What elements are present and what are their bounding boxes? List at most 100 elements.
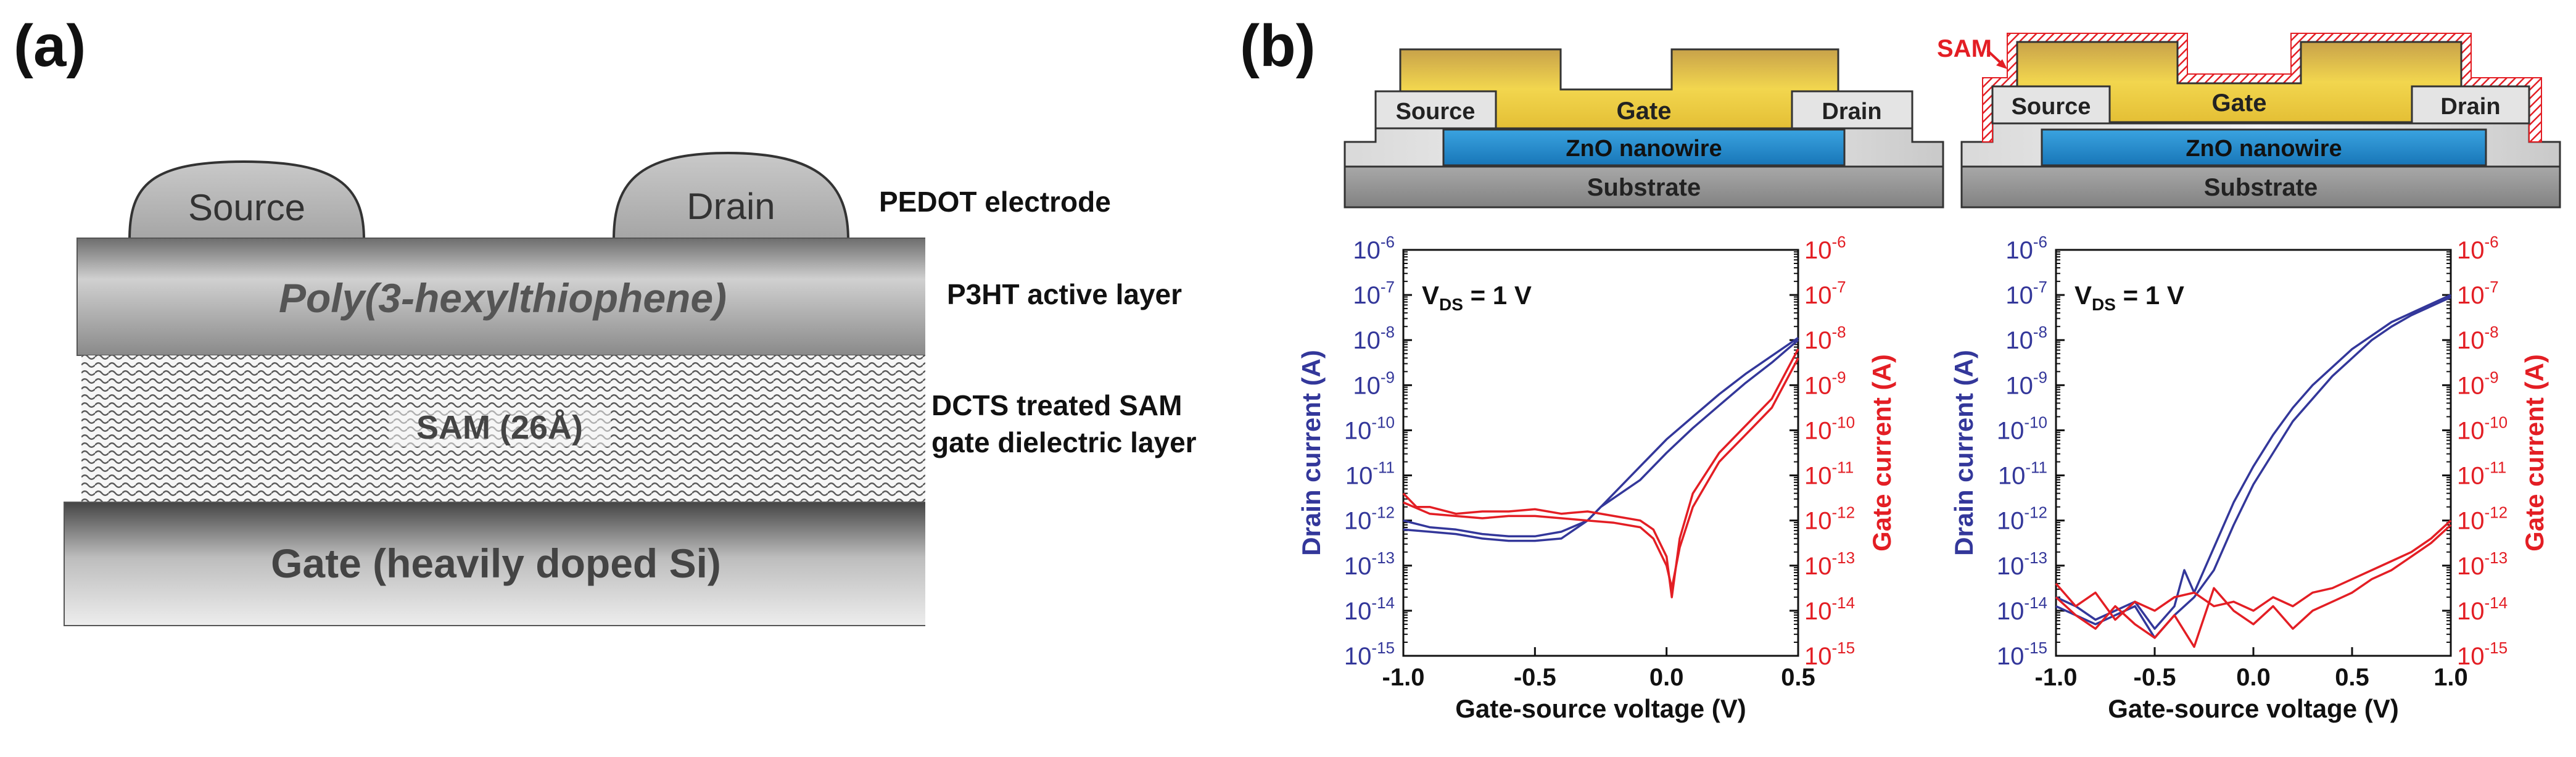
source-electrode xyxy=(128,160,366,241)
right-substrate xyxy=(1960,165,2561,209)
left-drain-pad xyxy=(1791,90,1913,130)
y-tick-label-right: 10-6 xyxy=(1804,233,1846,264)
right-sam-label: SAM xyxy=(1937,35,1992,62)
gate-layer-text: Gate (heavily doped Si) xyxy=(271,540,721,586)
right-drain-label: Drain xyxy=(2440,94,2500,120)
y-tick-label-left: 10-12 xyxy=(1344,503,1395,535)
drain-label: Drain xyxy=(687,186,775,227)
gate-current-series-3 xyxy=(1402,348,1799,598)
x-tick-label: 0.0 xyxy=(2236,664,2271,691)
right-source-label: Source xyxy=(2012,94,2091,120)
y-tick-label-right: 10-14 xyxy=(1804,594,1855,625)
y-tick-label-left: 10-8 xyxy=(1353,323,1395,354)
right-gate-label: Gate xyxy=(2212,89,2267,117)
left-drain-label: Drain xyxy=(1822,99,1881,125)
y-tick-label-right: 10-12 xyxy=(2457,503,2508,535)
y-tick-label-right: 10-13 xyxy=(1804,548,1855,580)
y-axis-label-right: Gate current (A) xyxy=(1867,354,1896,552)
y-tick-label-right: 10-14 xyxy=(2457,594,2508,625)
y-tick-label-right: 10-12 xyxy=(1804,503,1855,535)
vds-annotation: VDS = 1 V xyxy=(1422,281,1532,314)
y-tick-label-right: 10-7 xyxy=(1804,278,1846,309)
electrode-caption: PEDOT electrode xyxy=(879,186,1111,218)
plot-frame xyxy=(1402,249,1799,657)
left-source-pad xyxy=(1374,90,1497,130)
x-tick-label: -1.0 xyxy=(1382,664,1425,691)
panel-b-label: (b) xyxy=(1240,13,1316,79)
left-device-schematic: Gate Source Drain ZnO nanowire Substrate xyxy=(1344,48,1944,209)
panel-a-label: (a) xyxy=(14,13,86,79)
drain-electrode xyxy=(612,151,850,241)
gate-current-series-3 xyxy=(2055,519,2452,621)
left-substrate-label: Substrate xyxy=(1587,174,1701,201)
y-tick-label-left: 10-7 xyxy=(2005,278,2047,309)
sam-layer-text: SAM (26Å) xyxy=(389,408,611,447)
y-tick-label-left: 10-8 xyxy=(2005,323,2047,354)
y-tick-label-right: 10-8 xyxy=(1804,323,1846,354)
y-axis-label-left: Drain current (A) xyxy=(1949,350,1978,556)
left-gate-label: Gate xyxy=(1617,97,1672,125)
source-label: Source xyxy=(188,187,306,228)
y-tick-label-right: 10-10 xyxy=(2457,413,2508,444)
vds-annotation: VDS = 1 V xyxy=(2074,281,2184,314)
y-tick-label-left: 10-14 xyxy=(1997,594,2047,625)
right-drain-pad xyxy=(2411,85,2530,125)
drain-current-series-2 xyxy=(1403,339,1799,538)
x-tick-label: -0.5 xyxy=(1514,664,1556,691)
sam-pointer-arrowhead xyxy=(1996,59,2007,69)
y-axis-label-right: Gate current (A) xyxy=(2520,354,2549,552)
y-tick-label-left: 10-13 xyxy=(1344,548,1395,580)
y-tick-label-left: 10-6 xyxy=(1353,233,1395,264)
right-device-schematic: Gate Source Drain ZnO nanowire Substrate… xyxy=(1937,33,2561,209)
x-axis-label: Gate-source voltage (V) xyxy=(2108,694,2398,723)
y-tick-label-left: 10-9 xyxy=(1353,368,1395,399)
panel-a-device-stack xyxy=(64,151,925,626)
y-tick-label-left: 10-13 xyxy=(1997,548,2047,580)
x-tick-label: -1.0 xyxy=(2035,664,2078,691)
y-tick-label-left: 10-11 xyxy=(1998,458,2047,490)
y-tick-label-left: 10-12 xyxy=(1997,503,2047,535)
drain-current-series-1 xyxy=(2055,294,2451,630)
y-tick-label-right: 10-11 xyxy=(2457,458,2506,490)
y-tick-label-left: 10-11 xyxy=(1345,458,1395,490)
dielectric-caption-line2: gate dielectric layer xyxy=(931,426,1197,458)
right-source-pad xyxy=(1991,85,2111,125)
x-tick-label: 1.0 xyxy=(2434,664,2468,691)
drain-current-series-1 xyxy=(1403,337,1799,542)
y-tick-label-right: 10-7 xyxy=(2457,278,2499,309)
right-nanowire xyxy=(2041,128,2487,167)
x-axis-label: Gate-source voltage (V) xyxy=(1455,694,1746,723)
y-tick-label-left: 10-14 xyxy=(1344,594,1395,625)
y-tick-label-right: 10-6 xyxy=(2457,233,2499,264)
right-nanowire-label: ZnO nanowire xyxy=(2186,136,2342,162)
gate-current-series-4 xyxy=(2055,524,2452,648)
x-tick-label: -0.5 xyxy=(2134,664,2176,691)
right-substrate-label: Substrate xyxy=(2204,174,2318,201)
y-tick-label-left: 10-10 xyxy=(1344,413,1395,444)
gate-current-series-4 xyxy=(1403,357,1799,590)
y-tick-label-left: 10-6 xyxy=(2005,233,2047,264)
y-tick-label-right: 10-8 xyxy=(2457,323,2499,354)
p3ht-layer xyxy=(76,238,925,356)
y-tick-label-right: 10-9 xyxy=(1804,368,1846,399)
y-tick-label-right: 10-13 xyxy=(2457,548,2508,580)
y-tick-label-left: 10-9 xyxy=(2005,368,2047,399)
y-tick-label-left: 10-10 xyxy=(1997,413,2047,444)
gate-layer xyxy=(64,502,925,626)
x-tick-label: 0.0 xyxy=(1649,664,1684,691)
x-tick-label: 0.5 xyxy=(2335,664,2369,691)
y-tick-label-right: 10-10 xyxy=(1804,413,1855,444)
y-axis-label-left: Drain current (A) xyxy=(1297,350,1326,556)
left-nanowire xyxy=(1442,128,1846,167)
y-tick-label-left: 10-7 xyxy=(1353,278,1395,309)
p3ht-layer-text: Poly(3-hexylthiophene) xyxy=(278,275,727,321)
y-tick-label-right: 10-11 xyxy=(1804,458,1854,490)
left-source-label: Source xyxy=(1396,99,1476,125)
left-nanowire-label: ZnO nanowire xyxy=(1566,136,1722,162)
x-tick-label: 0.5 xyxy=(1781,664,1815,691)
y-tick-label-right: 10-9 xyxy=(2457,368,2499,399)
dielectric-caption-line1: DCTS treated SAM xyxy=(931,389,1183,421)
active-layer-caption: P3HT active layer xyxy=(947,278,1183,310)
